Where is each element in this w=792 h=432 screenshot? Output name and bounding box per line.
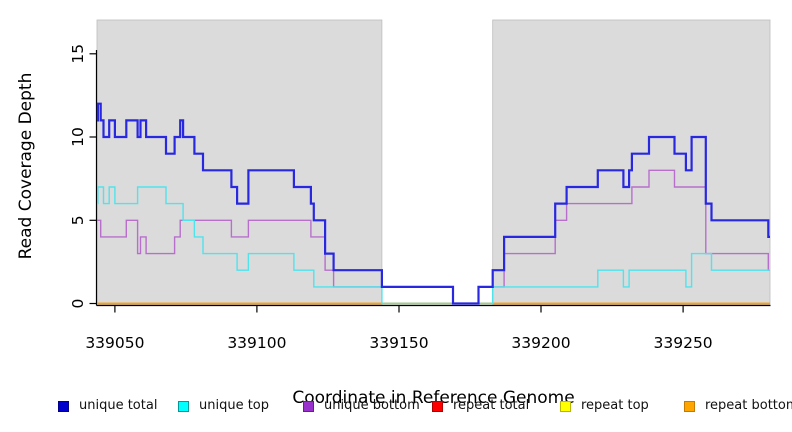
x-axis-tick-label: 339050 (85, 334, 144, 352)
y-axis-title: Read Coverage Depth (16, 72, 36, 260)
y-axis-tick-label: 5 (69, 215, 87, 225)
x-axis-tick-label: 339150 (369, 334, 428, 352)
x-axis-tick-label: 339100 (227, 334, 286, 352)
y-axis-tick-label: 0 (69, 299, 87, 309)
x-axis-tick-label: 339200 (511, 334, 570, 352)
series-line-unique-total (96, 102, 770, 305)
y-axis-tick-label: 10 (69, 127, 87, 147)
x-axis-title: Coordinate in Reference Genome (292, 388, 575, 408)
series-line-unique-bottom (97, 169, 770, 305)
shaded-region-0 (96, 19, 383, 306)
series-line-unique-top (97, 186, 770, 305)
x-axis-tick-label: 339250 (654, 334, 713, 352)
y-axis-tick-label: 15 (69, 44, 87, 64)
